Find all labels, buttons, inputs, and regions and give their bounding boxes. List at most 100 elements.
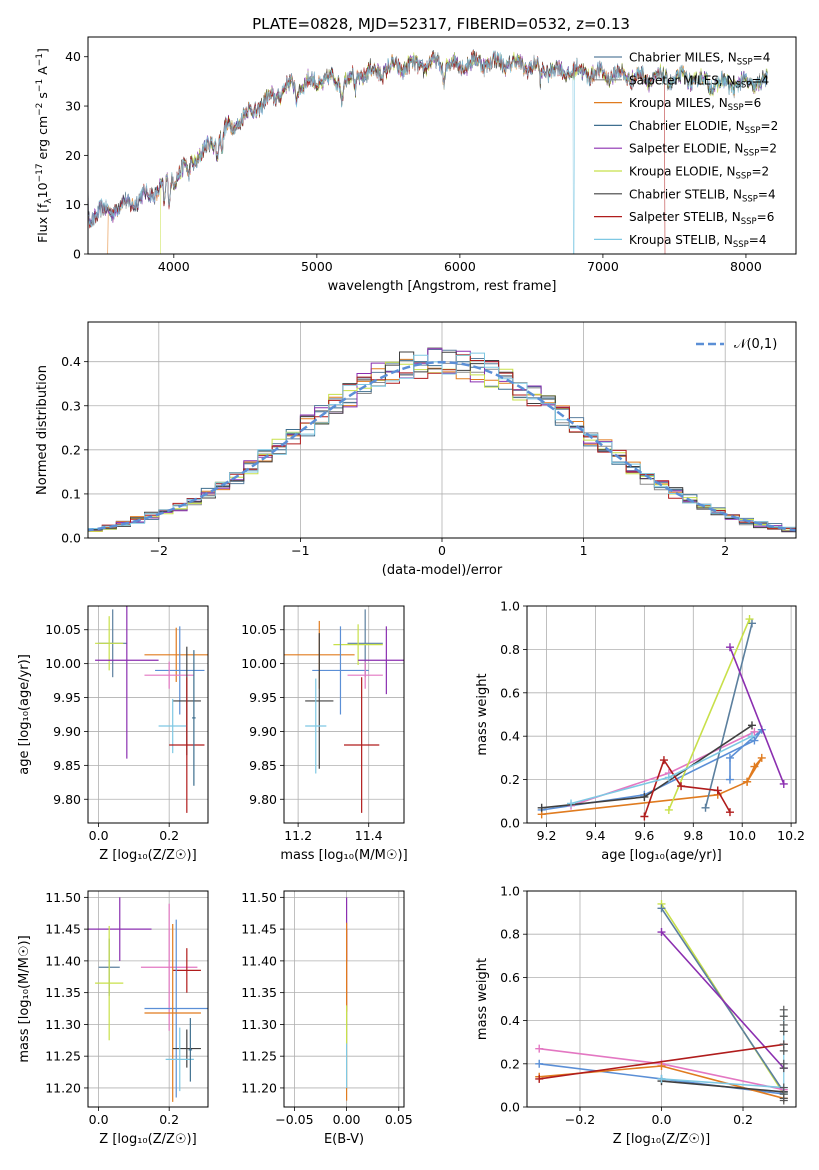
plus-marker: [659, 756, 668, 765]
plus-marker: [657, 1074, 666, 1083]
errorbar-point: [144, 924, 201, 1102]
weight-line: [660, 931, 785, 1069]
panel-mass_vs_ebv: −0.05 0.00 0.05 11.20 11.25 11.30 11.35 11.40 11…: [241, 890, 413, 1147]
y-tick-label: 9.80: [249, 792, 277, 807]
legend-n-label: , N: [728, 119, 745, 133]
y-tick-label: 9.80: [53, 792, 81, 807]
legend-n-label: , N: [719, 165, 736, 179]
plus-marker: [747, 721, 756, 730]
legend-eq: =: [761, 119, 771, 133]
x-axis-label: Z [log₁₀(Z/Z☉)]: [99, 848, 196, 863]
legend-model-name: Salpeter MILES: [629, 73, 719, 87]
x-tick-label: 11.2: [284, 828, 312, 843]
y-tick-label: 10.05: [45, 622, 81, 637]
legend-eq: =: [744, 96, 754, 110]
plus-marker: [713, 786, 722, 795]
x-axis-label: (data-model)/error: [382, 563, 503, 578]
legend-model-name: Kroupa ELODIE: [629, 165, 719, 179]
legend-model-name: Chabrier STELIB: [629, 187, 725, 201]
plus-marker: [725, 643, 734, 652]
x-tick-label: −1: [291, 543, 309, 558]
legend-ssp-sub: SSP: [733, 240, 749, 250]
y-label-part: Flux [f: [35, 203, 50, 243]
errorbar-point: [144, 661, 194, 689]
y-tick-label: 11.30: [241, 1017, 277, 1032]
x-tick-label: −2: [150, 543, 168, 558]
x-tick-label: 0: [438, 543, 446, 558]
panel-age_vs_Z: 0.0 0.2 9.80 9.85 9.90 9.95 10.00 10.05 Z [log₁₀…: [17, 605, 209, 863]
x-tick-label: 0.2: [159, 1112, 179, 1127]
axes-frame: [87, 321, 797, 539]
legend-model-name: Chabrier MILES: [629, 51, 720, 65]
legend-eq: =: [759, 142, 769, 156]
y-tick-label: 0.2: [500, 772, 520, 787]
y-label-part: s: [35, 92, 50, 103]
legend-item-label: Salpeter STELIB, NSSP=6: [629, 210, 774, 227]
weight-line: [729, 646, 785, 785]
y-tick-label: 11.50: [45, 890, 81, 905]
y-tick-label: 9.95: [53, 690, 81, 705]
plus-marker: [779, 1046, 788, 1055]
legend-item-label: Chabrier ELODIE, NSSP=2: [629, 119, 778, 136]
plus-marker: [779, 1064, 788, 1073]
residual-histograms: [88, 347, 796, 534]
plus-marker: [640, 792, 649, 801]
x-axis-label: mass [log₁₀(M/M☉)]: [280, 848, 407, 863]
y-axis-label: mass weight: [475, 958, 490, 1040]
x-tick-label: 7000: [587, 259, 619, 274]
x-tick-label: 8000: [730, 259, 762, 274]
y-tick-label: 10.05: [241, 622, 277, 637]
legend-n-label: , N: [724, 210, 741, 224]
y-tick-label: 11.40: [241, 953, 277, 968]
x-tick-label: 10.0: [728, 828, 756, 843]
errorbar-point: [305, 633, 334, 769]
plus-marker: [747, 732, 756, 741]
errorbar-point: [305, 678, 327, 774]
legend-ssp-sub: SSP: [742, 194, 758, 204]
axes-frame: [87, 890, 209, 1108]
y-tick-label: 0: [73, 247, 81, 262]
y-tick-label: 11.50: [241, 890, 277, 905]
errorbar-point: [144, 919, 208, 1098]
legend-model-name: Kroupa STELIB: [629, 233, 716, 247]
weight-line: [661, 1078, 784, 1089]
x-tick-label: 0.0: [89, 828, 109, 843]
plus-marker: [747, 619, 756, 628]
x-axis-label: wavelength [Angstrom, rest frame]: [328, 279, 557, 294]
legend-n-label: , N: [720, 51, 737, 65]
plus-marker: [779, 779, 788, 788]
panel-mass_vs_Z: 0.0 0.2 11.20 11.25 11.30 11.35 11.40 11.45 11.5…: [17, 890, 209, 1147]
figure-title: PLATE=0828, MJD=52317, FIBERID=0532, z=0…: [252, 15, 630, 33]
errorbar-point: [188, 1018, 193, 1082]
legend-n-label: , N: [727, 142, 744, 156]
x-tick-label: 9.8: [683, 828, 703, 843]
axes-frame: [283, 890, 405, 1108]
y-tick-label: 9.95: [249, 690, 277, 705]
x-tick-label: −0.2: [565, 1112, 595, 1127]
x-tick-label: 0.0: [652, 1112, 672, 1127]
legend-eq: =: [751, 73, 761, 87]
axes-frame: [526, 605, 797, 824]
y-tick-label: 0.0: [61, 531, 81, 546]
errorbar-point: [344, 677, 380, 813]
legend-n-label: , N: [711, 96, 728, 110]
legend-eq: =: [751, 165, 761, 179]
legend-item-label: Kroupa STELIB, NSSP=4: [629, 233, 767, 250]
plus-marker: [640, 812, 649, 821]
y-label-part: λ: [44, 198, 54, 204]
errorbar-points: [88, 897, 208, 1102]
y-tick-label: 0.2: [61, 442, 81, 457]
axes-frame: [283, 605, 405, 824]
x-axis-label: E(B-V): [324, 1132, 364, 1147]
weight-line: [539, 1043, 784, 1080]
weight-line: [668, 618, 751, 811]
legend-nssp-value: 4: [759, 233, 767, 247]
y-axis-label: age [log₁₀(age/yr)]: [17, 654, 32, 775]
y-label-part: −2: [35, 103, 45, 116]
y-label-part: ]: [35, 48, 50, 53]
legend-n-label: , N: [719, 73, 736, 87]
legend-item-label: Kroupa ELODIE, NSSP=2: [629, 165, 769, 182]
x-tick-label: 0.0: [89, 1112, 109, 1127]
